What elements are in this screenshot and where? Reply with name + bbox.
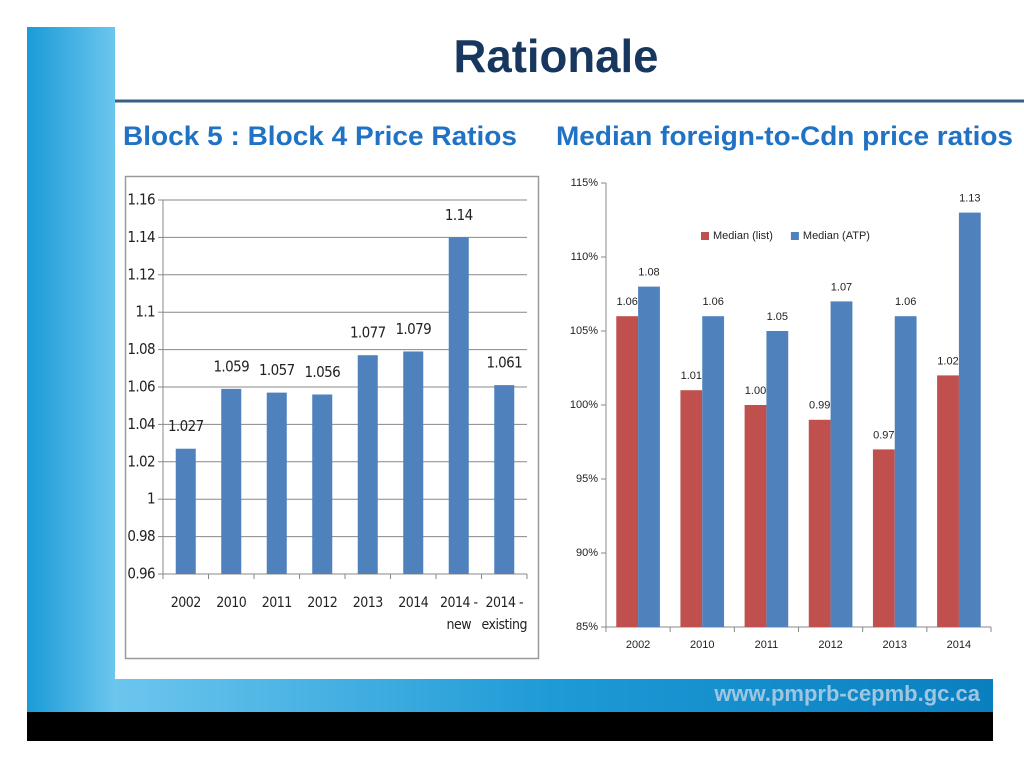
y-tick-label: 1.04 xyxy=(127,415,155,433)
data-label: 1.14 xyxy=(445,206,473,224)
footer-url: www.pmprb-cepmb.gc.ca xyxy=(713,681,980,706)
data-label: 1.057 xyxy=(259,361,295,379)
x-tick-label: 2014 xyxy=(398,595,429,611)
data-label: 1.06 xyxy=(616,296,637,308)
data-label: 0.97 xyxy=(873,429,894,441)
data-label: 1.079 xyxy=(395,320,431,338)
slide-title: Rationale xyxy=(454,30,659,82)
data-label: 1.077 xyxy=(350,324,386,342)
legend-label: Median (ATP) xyxy=(803,230,870,242)
data-label: 1.08 xyxy=(638,267,659,279)
data-label: 1.027 xyxy=(168,417,204,435)
data-label: 1.061 xyxy=(486,354,522,372)
bar xyxy=(808,419,831,627)
y-tick-label: 1.08 xyxy=(127,340,155,358)
x-tick-label: 2002 xyxy=(626,639,650,651)
bar xyxy=(266,392,287,574)
x-tick-label: 2010 xyxy=(216,595,247,611)
y-tick-label: 1.06 xyxy=(127,378,155,396)
y-tick-label: 100% xyxy=(570,399,598,411)
y-tick-label: 1.02 xyxy=(127,452,155,470)
bar xyxy=(744,405,767,627)
y-tick-label: 1.16 xyxy=(127,191,155,209)
legend-swatch xyxy=(701,232,709,240)
y-tick-label: 95% xyxy=(576,473,598,485)
data-label: 1.06 xyxy=(895,296,916,308)
y-tick-label: 85% xyxy=(576,621,598,633)
chart-title: Block 5 : Block 4 Price Ratios xyxy=(123,121,517,151)
legend-label: Median (list) xyxy=(713,230,773,242)
y-tick-label: 90% xyxy=(576,547,598,559)
x-tick-label: 2011 xyxy=(755,639,779,651)
bar xyxy=(357,355,378,574)
bar xyxy=(937,375,959,627)
y-tick-label: 1 xyxy=(147,490,155,508)
y-tick-label: 1.14 xyxy=(127,228,155,246)
bar xyxy=(766,331,789,627)
y-tick-label: 1.12 xyxy=(127,265,155,283)
chart-frame xyxy=(124,175,540,660)
x-tick-label: 2012 xyxy=(307,595,338,611)
x-tick-label: 2014 - existing xyxy=(481,595,528,633)
data-label: 0.99 xyxy=(809,400,830,412)
x-tick-label: 2011 xyxy=(261,595,293,611)
x-tick-label: 2002 xyxy=(170,595,202,611)
x-tick-label: 2014 - new xyxy=(439,595,478,633)
data-label: 1.059 xyxy=(213,357,249,375)
data-label: 1.05 xyxy=(767,311,788,323)
data-label: 1.13 xyxy=(959,193,980,205)
bar xyxy=(894,316,917,627)
bar xyxy=(958,212,981,627)
bar xyxy=(403,351,424,574)
bar xyxy=(680,390,703,627)
side-stripe xyxy=(27,27,115,713)
y-tick-label: 105% xyxy=(570,325,598,337)
x-tick-label: 2014 xyxy=(947,639,971,651)
bar xyxy=(830,301,853,627)
bar xyxy=(616,316,639,627)
footer-bar xyxy=(27,712,993,741)
y-tick-label: 110% xyxy=(571,251,599,263)
data-label: 1.00 xyxy=(745,385,766,397)
y-tick-label: 0.96 xyxy=(127,565,155,583)
bar xyxy=(448,237,469,574)
y-tick-label: 0.98 xyxy=(127,527,155,545)
bar xyxy=(221,388,242,574)
bar xyxy=(494,385,515,574)
x-tick-label: 2012 xyxy=(818,639,842,651)
bar xyxy=(175,448,196,574)
data-label: 1.02 xyxy=(937,355,958,367)
bar xyxy=(872,449,895,627)
footer-band xyxy=(115,679,993,713)
bar xyxy=(312,394,333,574)
legend-swatch xyxy=(790,232,799,240)
chart-title: Median foreign-to-Cdn price ratios xyxy=(556,121,1013,151)
y-tick-label: 1.1 xyxy=(135,303,155,321)
x-tick-label: 2013 xyxy=(883,639,907,651)
x-tick-label: 2010 xyxy=(690,639,714,651)
bar xyxy=(638,286,660,627)
data-label: 1.056 xyxy=(304,363,340,381)
data-label: 1.01 xyxy=(681,370,702,382)
data-label: 1.07 xyxy=(831,281,852,293)
bar xyxy=(702,316,725,627)
y-tick-label: 115% xyxy=(571,177,599,189)
data-label: 1.06 xyxy=(702,296,723,308)
x-tick-label: 2013 xyxy=(352,595,384,611)
